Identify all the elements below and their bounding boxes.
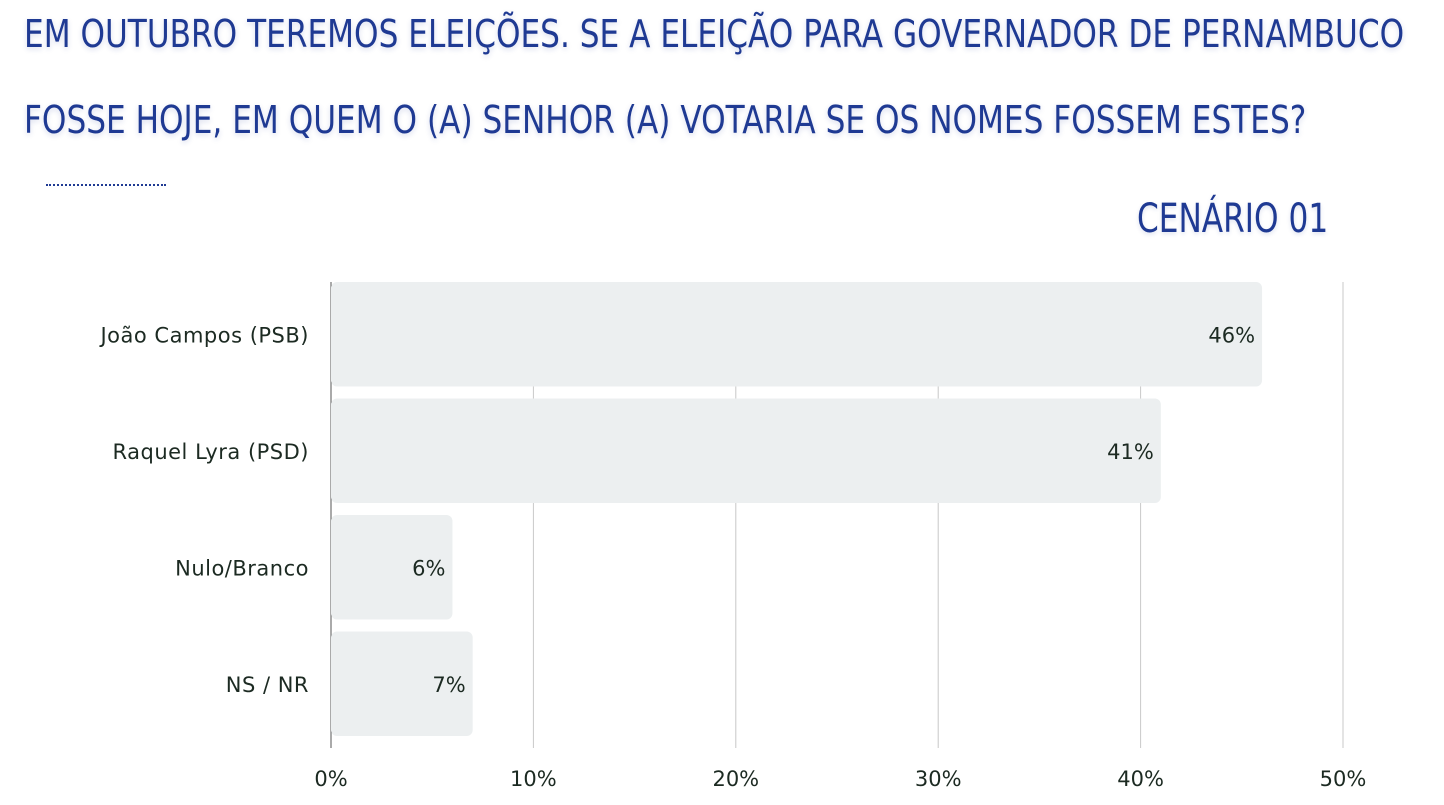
x-tick-label-40: 40% xyxy=(1117,767,1164,791)
bar-3 xyxy=(331,631,473,736)
x-tick-label-20: 20% xyxy=(712,767,759,791)
x-tick-label-0: 0% xyxy=(314,767,347,791)
value-label-3: 7% xyxy=(432,673,465,697)
category-label-0: João Campos (PSB) xyxy=(98,323,309,347)
headline-line-2: FOSSE HOJE, EM QUEM O (A) SENHOR (A) VOT… xyxy=(24,98,1307,142)
value-label-0: 46% xyxy=(1208,323,1255,347)
value-label-2: 6% xyxy=(412,556,445,580)
category-label-3: NS / NR xyxy=(226,673,309,697)
decorative-dotted-divider xyxy=(46,184,166,186)
x-tick-label-50: 50% xyxy=(1320,767,1367,791)
category-label-2: Nulo/Branco xyxy=(175,556,309,580)
x-tick-label-30: 30% xyxy=(915,767,962,791)
value-label-1: 41% xyxy=(1107,440,1154,464)
x-tick-label-10: 10% xyxy=(510,767,557,791)
bar-0 xyxy=(331,282,1263,387)
bar-2 xyxy=(331,515,453,620)
scenario-label: CENÁRIO 01 xyxy=(1136,196,1328,242)
category-label-1: Raquel Lyra (PSD) xyxy=(113,440,310,464)
bar-1 xyxy=(331,398,1161,503)
